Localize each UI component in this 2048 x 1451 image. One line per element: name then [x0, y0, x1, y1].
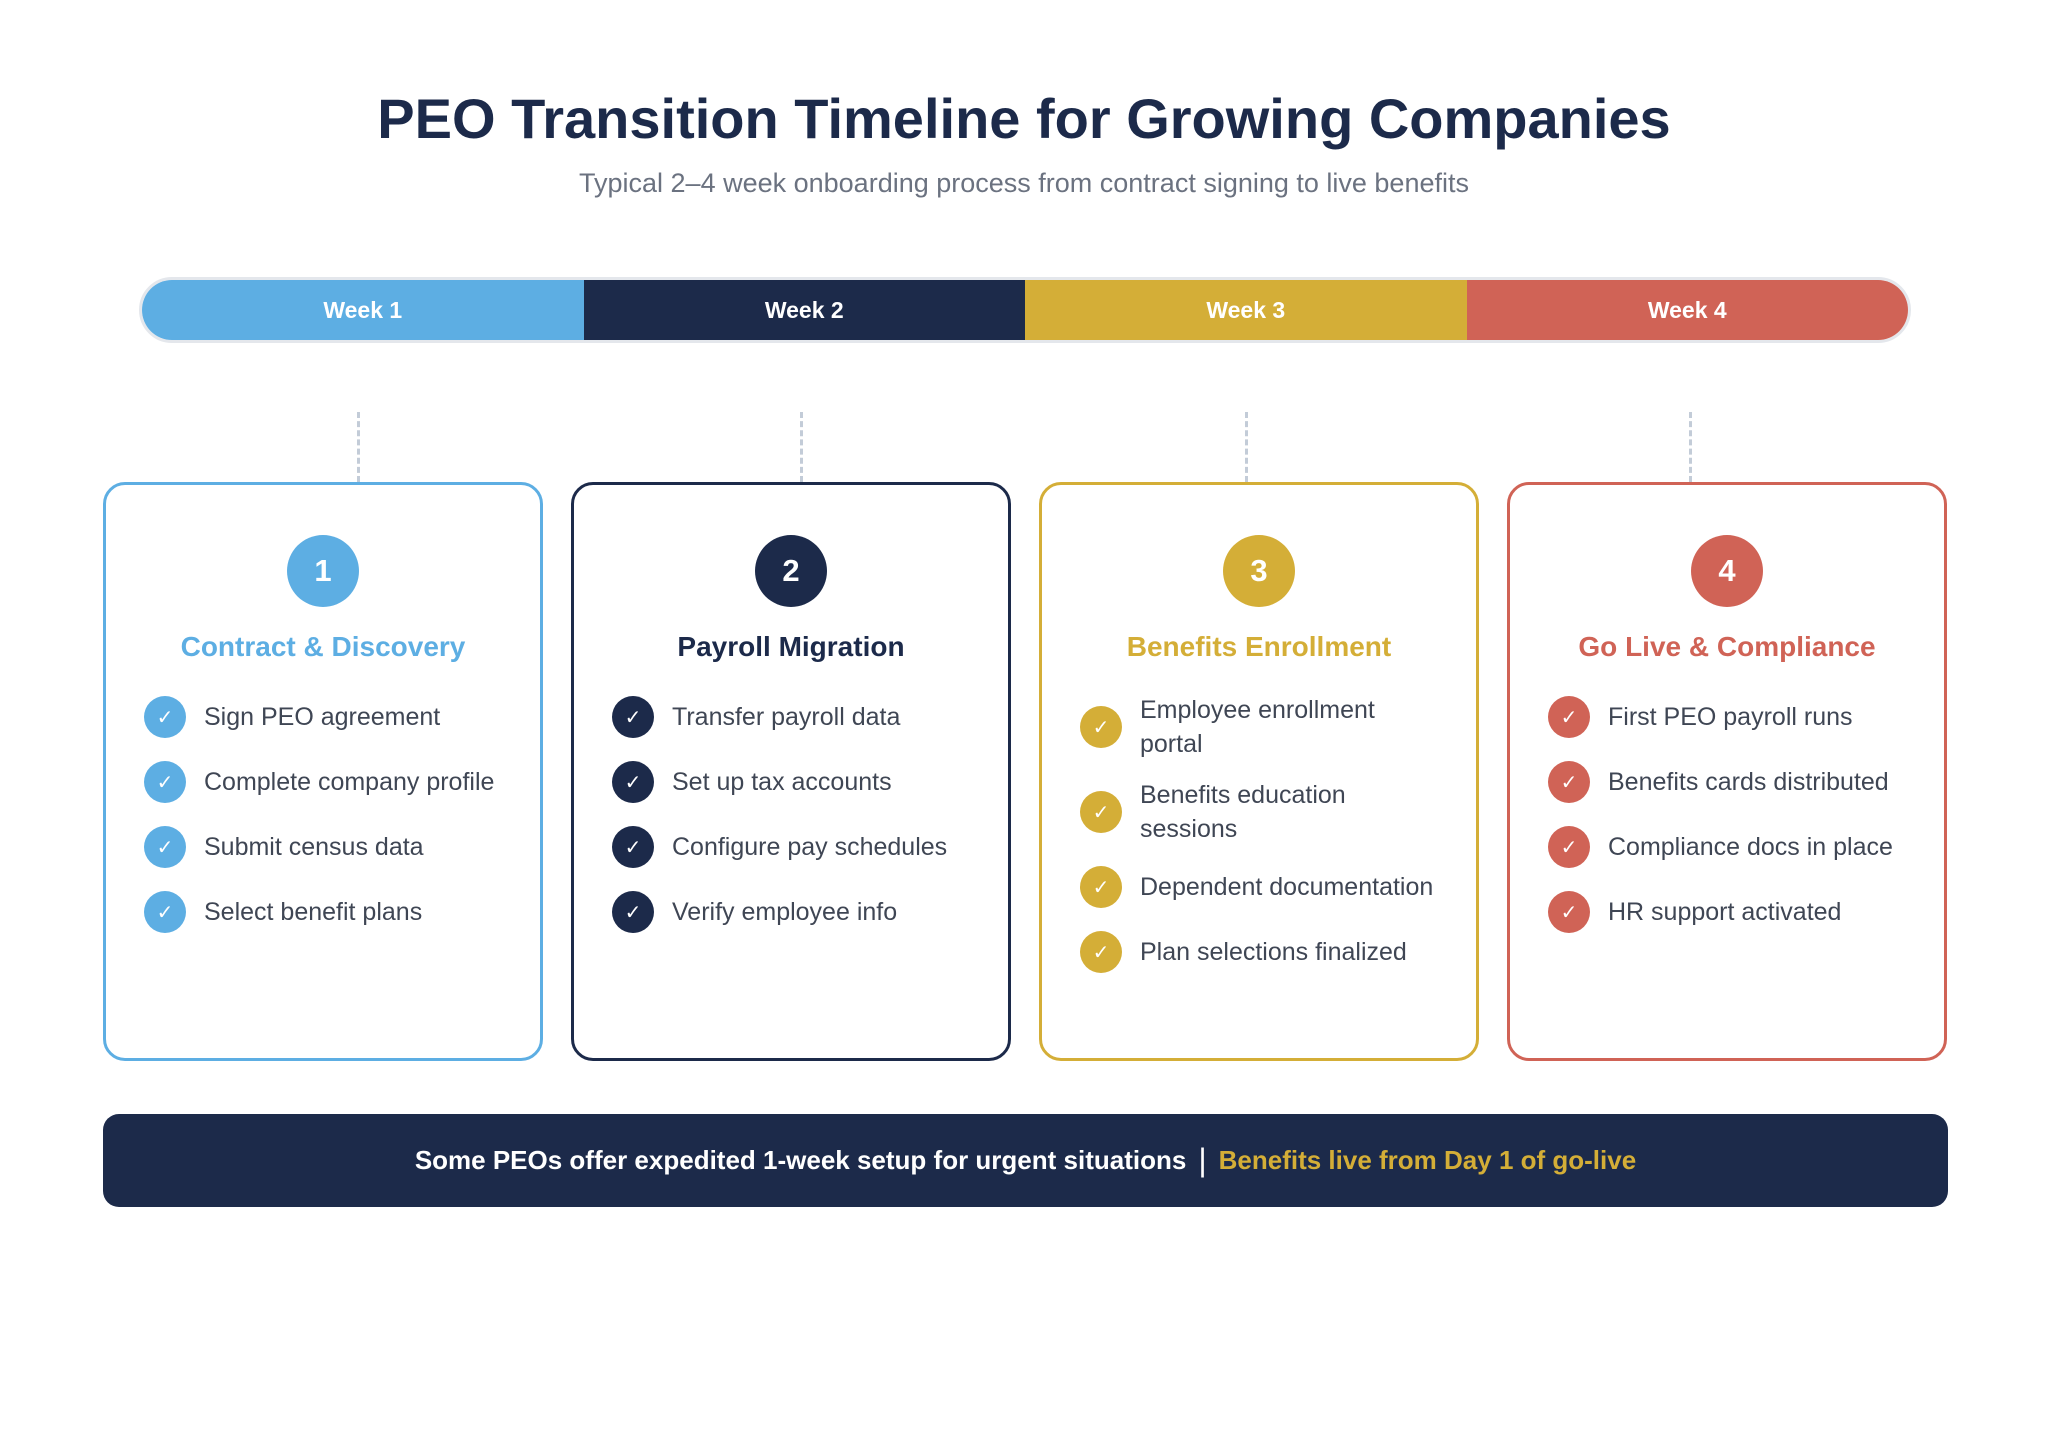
list-item: ✓ Plan selections finalized [1080, 928, 1456, 976]
check-icon: ✓ [612, 696, 654, 738]
list-item: ✓ Benefits cards distributed [1548, 758, 1924, 806]
check-icon: ✓ [144, 761, 186, 803]
connector-line-4 [1689, 412, 1692, 482]
phase-title: Go Live & Compliance [1578, 631, 1876, 662]
task-label: First PEO payroll runs [1608, 703, 1853, 731]
week-timeline-bar: Week 1 Week 2 Week 3 Week 4 [139, 277, 1911, 343]
list-item: ✓ Set up tax accounts [612, 758, 988, 806]
phase-number-badge: 1 [287, 535, 359, 607]
check-icon: ✓ [1080, 931, 1122, 973]
list-item: ✓ Benefits education sessions [1080, 778, 1456, 846]
phase-title: Contract & Discovery [180, 631, 466, 662]
task-label: Benefits cards distributed [1608, 768, 1889, 796]
task-label: Set up tax accounts [672, 768, 892, 796]
week-segment-3: Week 3 [1025, 280, 1467, 340]
task-label: Compliance docs in place [1608, 833, 1893, 861]
week-label: Week 2 [764, 296, 844, 323]
page-subtitle: Typical 2–4 week onboarding process from… [579, 168, 1469, 198]
task-label: HR support activated [1608, 898, 1842, 926]
phase-task-list: ✓ Employee enrollment portal ✓ Benefits edu… [1080, 693, 1456, 993]
check-icon: ✓ [1548, 761, 1590, 803]
list-item: ✓ Verify employee info [612, 888, 988, 936]
phase-number-badge: 2 [755, 535, 827, 607]
week-segment-2: Week 2 [583, 280, 1025, 340]
task-label: Submit census data [204, 833, 424, 861]
list-item: ✓ Configure pay schedules [612, 823, 988, 871]
phase-number-badge: 3 [1223, 535, 1295, 607]
check-icon: ✓ [1080, 866, 1122, 908]
check-icon: ✓ [1548, 696, 1590, 738]
list-item: ✓ Transfer payroll data [612, 693, 988, 741]
task-label: Configure pay schedules [672, 833, 948, 861]
phase-card-4: 4 Go Live & Compliance ✓ First PEO payroll … [1507, 482, 1947, 1061]
check-icon: ✓ [612, 826, 654, 868]
task-label: Verify employee info [672, 898, 898, 926]
week-label: Week 1 [323, 296, 403, 323]
phase-number-badge: 4 [1691, 535, 1763, 607]
task-label: Select benefit plans [204, 898, 423, 926]
footer-banner: Some PEOs offer expedited 1-week setup f… [103, 1114, 1948, 1207]
check-icon: ✓ [144, 891, 186, 933]
week-label: Week 4 [1647, 296, 1727, 323]
phase-task-list: ✓ Sign PEO agreement ✓ Complete company pro… [144, 693, 520, 953]
task-label: Transfer payroll data [672, 703, 901, 731]
check-icon: ✓ [612, 761, 654, 803]
list-item: ✓ Compliance docs in place [1548, 823, 1924, 871]
week-segment-4: Week 4 [1466, 280, 1908, 340]
week-label: Week 3 [1206, 296, 1286, 323]
connector-line-2 [800, 412, 803, 482]
list-item: ✓ Dependent documentation [1080, 863, 1456, 911]
check-icon: ✓ [612, 891, 654, 933]
connector-line-1 [357, 412, 360, 482]
check-icon: ✓ [1080, 706, 1122, 748]
task-label: Benefits education sessions [1140, 781, 1346, 843]
list-item: ✓ Employee enrollment portal [1080, 693, 1456, 761]
task-label: Dependent documentation [1140, 873, 1434, 901]
check-icon: ✓ [1548, 891, 1590, 933]
week-segment-1: Week 1 [142, 280, 584, 340]
task-label: Employee enrollment portal [1140, 696, 1375, 758]
list-item: ✓ Complete company profile [144, 758, 520, 806]
list-item: ✓ Select benefit plans [144, 888, 520, 936]
phase-task-list: ✓ First PEO payroll runs ✓ Benefits cards d… [1548, 693, 1924, 953]
connector-line-3 [1245, 412, 1248, 482]
phase-task-list: ✓ Transfer payroll data ✓ Set up tax accoun… [612, 693, 988, 953]
phase-card-3: 3 Benefits Enrollment ✓ Employee enrollment… [1039, 482, 1479, 1061]
task-label: Plan selections finalized [1140, 938, 1407, 966]
phase-card-2: 2 Payroll Migration ✓ Transfer payroll data… [571, 482, 1011, 1061]
check-icon: ✓ [1548, 826, 1590, 868]
footer-note: Some PEOs offer expedited 1-week setup f… [414, 1145, 1187, 1175]
check-icon: ✓ [144, 826, 186, 868]
list-item: ✓ First PEO payroll runs [1548, 693, 1924, 741]
task-label: Complete company profile [204, 768, 495, 796]
footer-separator: | [1198, 1142, 1207, 1178]
list-item: ✓ HR support activated [1548, 888, 1924, 936]
footer-highlight: Benefits live from Day 1 of go-live [1218, 1145, 1637, 1175]
check-icon: ✓ [1080, 791, 1122, 833]
phase-card-1: 1 Contract & Discovery ✓ Sign PEO agreement… [103, 482, 543, 1061]
phase-title: Payroll Migration [677, 631, 905, 662]
page-title: PEO Transition Timeline for Growing Comp… [377, 87, 1671, 150]
phase-title: Benefits Enrollment [1126, 631, 1392, 662]
list-item: ✓ Submit census data [144, 823, 520, 871]
task-label: Sign PEO agreement [204, 703, 441, 731]
check-icon: ✓ [144, 696, 186, 738]
list-item: ✓ Sign PEO agreement [144, 693, 520, 741]
